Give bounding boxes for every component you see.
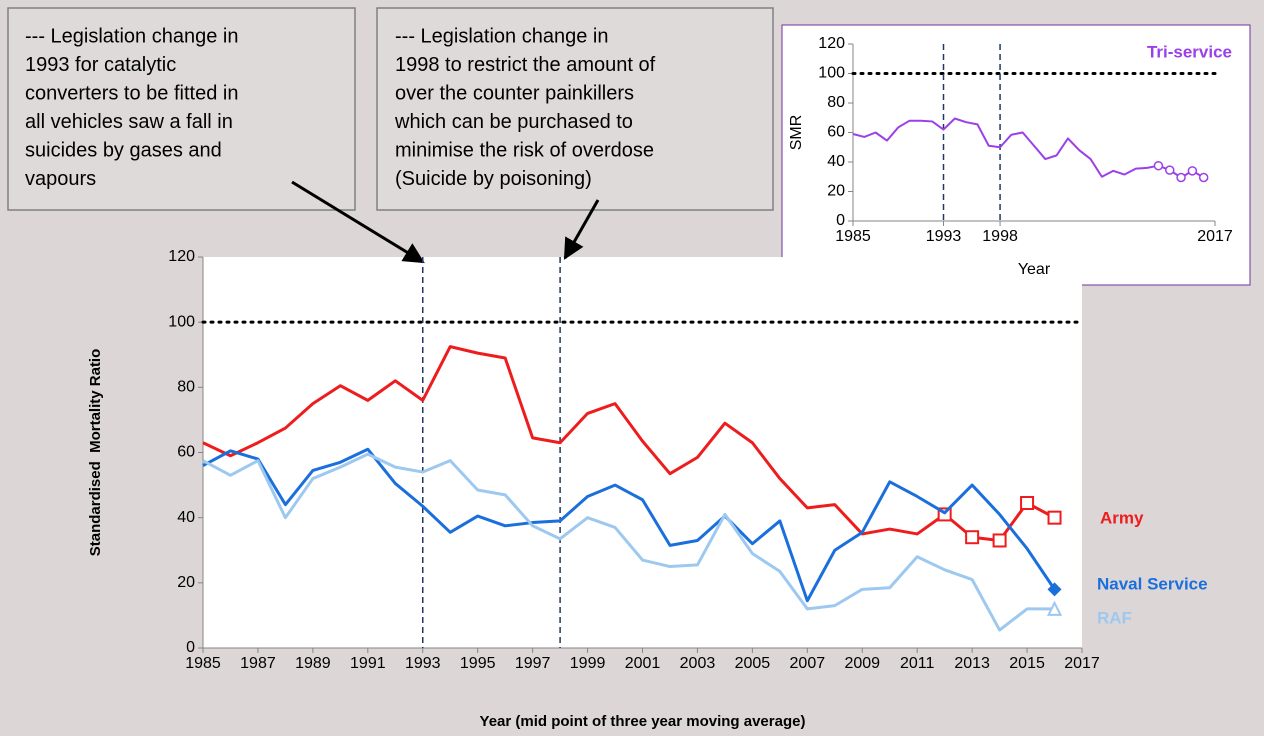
y-tick-label: 60 <box>177 444 195 461</box>
annotation-text: --- Legislation change in <box>25 25 238 47</box>
annotation-text: minimise the risk of overdose <box>395 139 654 161</box>
marker <box>1046 600 1063 616</box>
x-tick-label: 1997 <box>515 655 551 672</box>
inset-frame <box>781 24 1251 286</box>
y-tick-label: 40 <box>177 509 195 526</box>
series-line <box>202 345 1056 542</box>
annotation-text: suicides by gases and <box>25 139 222 161</box>
x-tick-label: 1991 <box>350 655 386 672</box>
annotation-text: (Suicide by poisoning) <box>395 168 592 190</box>
legend-label: Army <box>1100 508 1144 527</box>
marker <box>1176 172 1186 183</box>
annotation-text: over the counter painkillers <box>395 82 634 104</box>
x-tick-label: 1987 <box>240 655 276 672</box>
x-tick-label: 2015 <box>1009 655 1045 672</box>
series-line <box>852 117 1205 179</box>
y-tick-label: 120 <box>818 35 845 52</box>
y-tick-label: 20 <box>177 574 195 591</box>
y-tick-label: 120 <box>168 248 195 265</box>
annotation-text: --- Legislation change in <box>395 25 608 47</box>
x-tick-label: 2013 <box>954 655 990 672</box>
y-tick-label: 20 <box>827 183 845 200</box>
y-tick-label: 80 <box>177 379 195 396</box>
marker <box>1047 510 1062 525</box>
x-tick-label: 2017 <box>1064 655 1100 672</box>
arrow <box>291 180 425 264</box>
annotation-text: converters to be fitted in <box>25 82 238 104</box>
x-axis-label: Year (mid point of three year moving ave… <box>480 713 806 730</box>
marker <box>1198 172 1209 183</box>
marker <box>1165 165 1175 175</box>
series-line <box>202 447 1056 603</box>
y-axis-label: SMR <box>788 115 805 151</box>
legend-label: RAF <box>1097 608 1132 627</box>
x-tick-label: 2005 <box>735 655 771 672</box>
marker <box>1187 166 1198 176</box>
annotation-text: 1998 to restrict the amount of <box>395 54 656 76</box>
x-tick-label: 1999 <box>570 655 606 672</box>
marks: --- Legislation change in 1993 for cataly… <box>25 25 1233 730</box>
y-tick-label: 0 <box>836 212 845 229</box>
x-tick-label: 2009 <box>844 655 880 672</box>
annotation-text: which can be purchased to <box>394 111 633 133</box>
marker <box>992 533 1007 548</box>
x-tick-label: 2001 <box>625 655 661 672</box>
x-tick-label: 1993 <box>405 655 441 672</box>
marker <box>1153 160 1164 171</box>
arrow <box>563 199 600 260</box>
x-tick-label: 2007 <box>790 655 826 672</box>
y-tick-label: 60 <box>827 124 845 141</box>
x-tick-label: 1993 <box>926 228 962 245</box>
plot-area <box>203 257 1082 648</box>
y-tick-label: 100 <box>168 313 195 330</box>
y-axis-label: Standardised Mortality Ratio <box>87 349 104 557</box>
series-line <box>202 452 1055 632</box>
x-tick-label: 1985 <box>835 228 871 245</box>
x-tick-label: 2017 <box>1197 228 1233 245</box>
y-tick-label: 80 <box>827 94 845 111</box>
annotation-text: all vehicles saw a fall in <box>25 111 233 133</box>
annotation-text: vapours <box>25 168 96 190</box>
annotation-box <box>7 7 356 211</box>
annotation-text: 1993 for catalytic <box>25 54 176 76</box>
annotation-box <box>376 7 774 211</box>
x-tick-label: 2011 <box>900 655 935 672</box>
x-tick-label: 1998 <box>982 228 1018 245</box>
x-tick-label: 2003 <box>680 655 716 672</box>
x-tick-label: 1989 <box>295 655 331 672</box>
x-tick-label: 1995 <box>460 655 496 672</box>
marker <box>1020 496 1035 511</box>
y-tick-label: 40 <box>827 153 845 170</box>
y-tick-label: 100 <box>818 65 845 82</box>
marker <box>965 530 980 545</box>
legend-label: Tri-service <box>1147 42 1232 61</box>
x-axis-label: Year <box>1018 261 1051 278</box>
legend-label: Naval Service <box>1097 574 1208 593</box>
x-tick-label: 1985 <box>185 655 221 672</box>
y-tick-label: 0 <box>186 639 195 656</box>
marker <box>1047 582 1062 597</box>
